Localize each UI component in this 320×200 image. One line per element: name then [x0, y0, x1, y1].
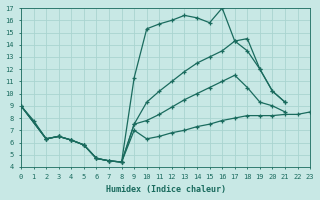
X-axis label: Humidex (Indice chaleur): Humidex (Indice chaleur): [106, 185, 226, 194]
